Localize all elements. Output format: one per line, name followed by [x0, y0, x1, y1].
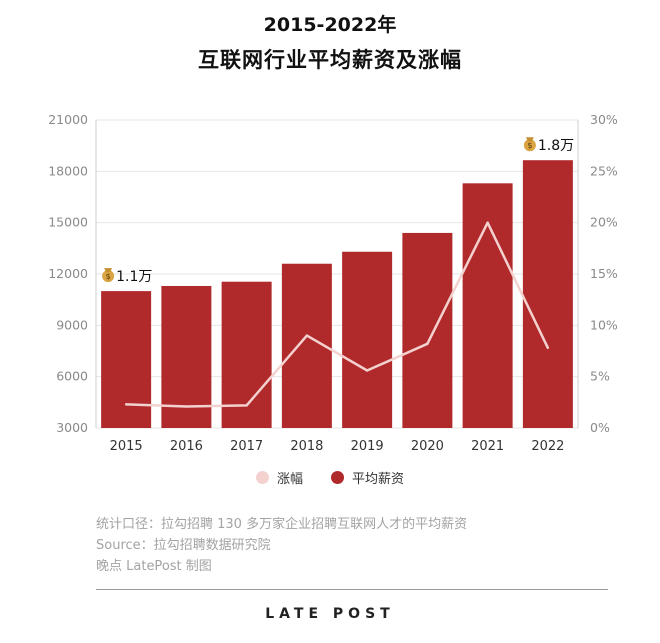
growth-point — [185, 405, 188, 408]
growth-point — [124, 403, 128, 406]
x-tick-label: 2017 — [230, 439, 263, 454]
x-tick-label: 2020 — [411, 439, 444, 454]
growth-point — [305, 334, 309, 337]
bar-2016 — [161, 285, 212, 428]
x-tick-label: 2018 — [290, 439, 323, 454]
y-right-tick-label: 30% — [590, 112, 618, 127]
y-left-tick-label: 12000 — [48, 266, 88, 281]
bar-2015 — [101, 291, 152, 428]
legend-item-salary: 平均薪资 — [331, 468, 404, 487]
chart-legend: 涨幅 平均薪资 — [0, 468, 660, 487]
legend-item-growth: 涨幅 — [255, 468, 303, 487]
growth-point — [365, 369, 369, 372]
growth-line — [126, 221, 550, 408]
y-left-tick-label: 9000 — [56, 317, 88, 332]
growth-point — [245, 404, 248, 407]
legend-dot-growth — [255, 471, 269, 484]
data-label: 1.8万 — [538, 138, 574, 154]
bar-2021 — [462, 183, 513, 428]
svg-text:$: $ — [106, 272, 111, 281]
brand-logo: LATE POST — [265, 606, 395, 622]
bar-2019 — [342, 251, 393, 428]
y-left-tick-label: 18000 — [48, 163, 88, 178]
y-left-tick-label: 15000 — [48, 215, 88, 230]
y-left-tick-label: 21000 — [48, 112, 88, 127]
bar-2020 — [402, 232, 453, 428]
x-tick-label: 2019 — [351, 439, 384, 454]
y-right-tick-label: 5% — [590, 369, 610, 384]
y-right-tick-label: 20% — [590, 215, 618, 230]
y-right-tick-label: 10% — [590, 317, 618, 332]
chart-area: 21000 30% 18000 25% 15000 20% 12000 15% 9000 10% 6… — [48, 112, 618, 454]
note-source: Source：拉勾招聘数据研究院 — [96, 538, 271, 553]
growth-point — [426, 342, 429, 346]
x-tick-label: 2021 — [471, 439, 504, 454]
money-bag-icon: $ — [102, 268, 115, 283]
bar-2022 — [522, 160, 573, 428]
y-right-tick-label: 15% — [590, 266, 618, 281]
y-left-tick-label: 3000 — [56, 420, 88, 435]
source-notes: 统计口径：拉勾招聘 130 多万家企业招聘互联网人才的平均薪资 Source：拉… — [96, 514, 467, 577]
note-methodology: 统计口径：拉勾招聘 130 多万家企业招聘互联网人才的平均薪资 — [96, 517, 468, 532]
svg-text:$: $ — [527, 141, 532, 150]
money-bag-icon: $ — [523, 137, 536, 152]
y-right-tick-label: 25% — [590, 163, 618, 178]
growth-point — [486, 221, 489, 224]
growth-point — [546, 346, 550, 350]
legend-dot-salary — [331, 471, 344, 484]
legend-label-salary: 平均薪资 — [352, 472, 405, 487]
note-credit: 晚点 LatePost 制图 — [96, 559, 212, 574]
x-tick-label: 2022 — [531, 439, 564, 454]
legend-label-growth: 涨幅 — [276, 472, 303, 487]
data-label: 1.1万 — [116, 269, 152, 285]
y-left-tick-label: 6000 — [56, 369, 88, 384]
x-tick-label: 2016 — [170, 439, 203, 454]
chart-title-line2: 互联网行业平均薪资及涨幅 — [198, 48, 462, 72]
footer-divider — [96, 589, 608, 590]
chart-title-line1: 2015-2022年 — [263, 14, 397, 36]
y-right-tick-label: 0% — [590, 420, 610, 435]
x-tick-label: 2015 — [110, 439, 143, 454]
